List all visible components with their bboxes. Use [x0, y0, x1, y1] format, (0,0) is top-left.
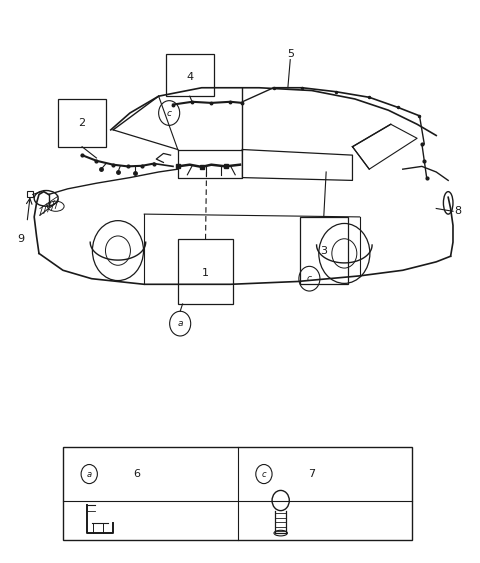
Text: a: a	[178, 319, 183, 328]
Text: 4: 4	[186, 72, 193, 82]
Text: c: c	[262, 470, 266, 479]
Text: a: a	[87, 470, 92, 479]
Text: 8: 8	[454, 206, 461, 216]
Text: 5: 5	[287, 49, 294, 59]
Text: 2: 2	[79, 118, 85, 128]
Text: 9: 9	[17, 234, 24, 244]
Text: c: c	[307, 274, 312, 283]
Text: 6: 6	[133, 469, 141, 479]
Text: 1: 1	[202, 268, 209, 278]
Text: 7: 7	[308, 469, 315, 479]
Text: 3: 3	[320, 245, 327, 256]
Text: c: c	[167, 109, 172, 118]
